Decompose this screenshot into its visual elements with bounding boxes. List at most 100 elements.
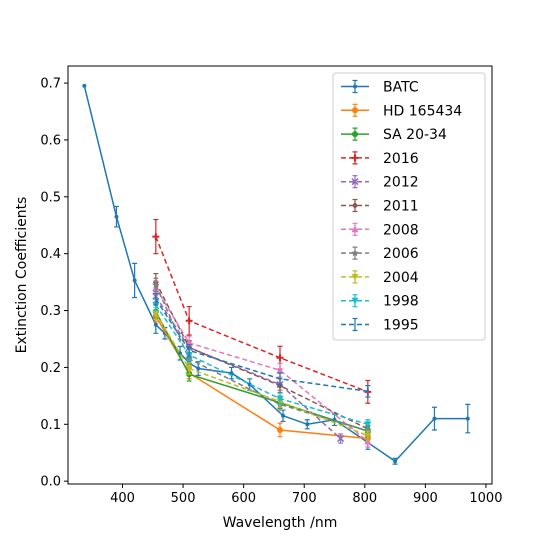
x-axis-title: Wavelength /nm bbox=[223, 515, 338, 531]
legend: BATC HD 165434 SA 20-34 2016 2012 2011 2008 200… bbox=[332, 72, 486, 341]
data-point bbox=[153, 322, 158, 327]
legend-box bbox=[332, 72, 486, 341]
data-point bbox=[364, 432, 372, 440]
series-line bbox=[155, 315, 368, 440]
legend-label: BATC bbox=[383, 80, 419, 96]
series-line bbox=[155, 281, 369, 430]
legend-entry: 2006 bbox=[341, 246, 419, 262]
data-point bbox=[305, 422, 310, 427]
data-point bbox=[276, 395, 284, 403]
legend-label: 2016 bbox=[383, 151, 419, 167]
legend-label: 2008 bbox=[383, 222, 419, 238]
legend-entry: 1995 bbox=[341, 318, 419, 334]
legend-entry: BATC bbox=[341, 80, 419, 96]
data-point bbox=[276, 354, 284, 362]
series-line bbox=[155, 298, 368, 393]
series-line bbox=[155, 236, 369, 393]
data-point bbox=[465, 416, 470, 421]
y-axis: 0.0 0.1 0.2 0.3 0.4 0.5 0.6 0.7 bbox=[40, 77, 68, 490]
x-tick-label: 500 bbox=[171, 491, 196, 506]
data-point bbox=[337, 434, 345, 443]
legend-label: 1998 bbox=[383, 294, 419, 310]
x-tick-label: 600 bbox=[231, 491, 256, 506]
data-point bbox=[351, 297, 359, 305]
data-point bbox=[281, 413, 286, 418]
series-line bbox=[155, 295, 342, 440]
legend-errorbar bbox=[352, 317, 358, 332]
legend-entry: 2016 bbox=[341, 151, 419, 167]
legend-entry: 2008 bbox=[341, 222, 419, 238]
data-point bbox=[351, 154, 359, 162]
plot-series bbox=[82, 83, 471, 465]
data-point bbox=[196, 366, 201, 371]
data-point bbox=[352, 131, 358, 138]
data-point bbox=[276, 366, 284, 374]
plot-frame bbox=[67, 65, 493, 485]
error-bar bbox=[153, 292, 159, 306]
series-line bbox=[155, 313, 369, 437]
x-tick-label: 800 bbox=[352, 491, 377, 506]
data-point bbox=[277, 426, 283, 433]
series-line bbox=[155, 311, 369, 432]
legend-label: 2012 bbox=[383, 175, 419, 191]
y-tick-label: 0.5 bbox=[40, 190, 61, 205]
series-line bbox=[155, 287, 369, 442]
legend-entry: 2012 bbox=[341, 175, 419, 191]
data-point bbox=[393, 459, 398, 464]
series-line bbox=[155, 284, 369, 432]
y-tick-label: 0.6 bbox=[40, 133, 61, 148]
data-point bbox=[82, 83, 87, 88]
legend-entry: 2011 bbox=[341, 199, 419, 215]
data-point bbox=[247, 382, 252, 387]
x-tick-label: 900 bbox=[413, 491, 438, 506]
y-tick-label: 0.0 bbox=[40, 475, 61, 490]
legend-label: 2006 bbox=[383, 246, 419, 262]
error-bar bbox=[365, 385, 371, 398]
data-point bbox=[353, 84, 357, 89]
legend-label: SA 20-34 bbox=[383, 127, 447, 143]
x-axis: 400 500 600 700 800 900 1000 bbox=[110, 484, 502, 506]
series-2016 bbox=[152, 218, 372, 404]
legend-entry: 1998 bbox=[341, 294, 419, 310]
data-point bbox=[351, 178, 359, 186]
x-tick-label: 400 bbox=[110, 491, 135, 506]
x-tick-label: 700 bbox=[292, 491, 317, 506]
error-bar bbox=[186, 344, 192, 357]
legend-label: 1995 bbox=[383, 318, 419, 334]
legend-entry: 2004 bbox=[341, 270, 419, 286]
data-point bbox=[152, 310, 160, 317]
data-point bbox=[277, 382, 283, 390]
data-point bbox=[352, 107, 358, 114]
y-tick-label: 0.2 bbox=[40, 361, 61, 376]
series-1995 bbox=[153, 292, 371, 398]
legend-entry: SA 20-34 bbox=[341, 127, 447, 143]
legend-label: 2004 bbox=[383, 270, 419, 286]
data-point bbox=[432, 416, 437, 421]
data-point bbox=[132, 278, 137, 283]
data-point bbox=[364, 437, 372, 445]
legend-label: 2011 bbox=[383, 199, 419, 215]
data-point bbox=[185, 365, 193, 373]
data-point bbox=[351, 225, 359, 233]
data-point bbox=[351, 249, 359, 257]
data-point bbox=[152, 280, 160, 289]
series-2012 bbox=[152, 290, 345, 444]
y-axis-title: Extinction Coefficients bbox=[14, 197, 30, 354]
data-point bbox=[364, 421, 372, 428]
series-batc bbox=[82, 83, 471, 465]
legend-entries: BATC HD 165434 SA 20-34 2016 2012 2011 2008 200… bbox=[341, 80, 462, 334]
y-tick-label: 0.4 bbox=[40, 247, 61, 262]
data-point bbox=[185, 317, 193, 325]
error-bar bbox=[277, 372, 283, 386]
data-point bbox=[114, 214, 119, 219]
data-point bbox=[351, 273, 359, 281]
data-point bbox=[352, 202, 358, 209]
legend-entry: HD 165434 bbox=[341, 103, 462, 119]
legend-label: HD 165434 bbox=[383, 103, 462, 119]
x-tick-label: 1000 bbox=[469, 491, 502, 506]
y-tick-label: 0.7 bbox=[40, 77, 61, 92]
y-tick-label: 0.1 bbox=[40, 418, 61, 433]
data-point bbox=[152, 233, 160, 241]
y-tick-label: 0.3 bbox=[40, 304, 61, 319]
